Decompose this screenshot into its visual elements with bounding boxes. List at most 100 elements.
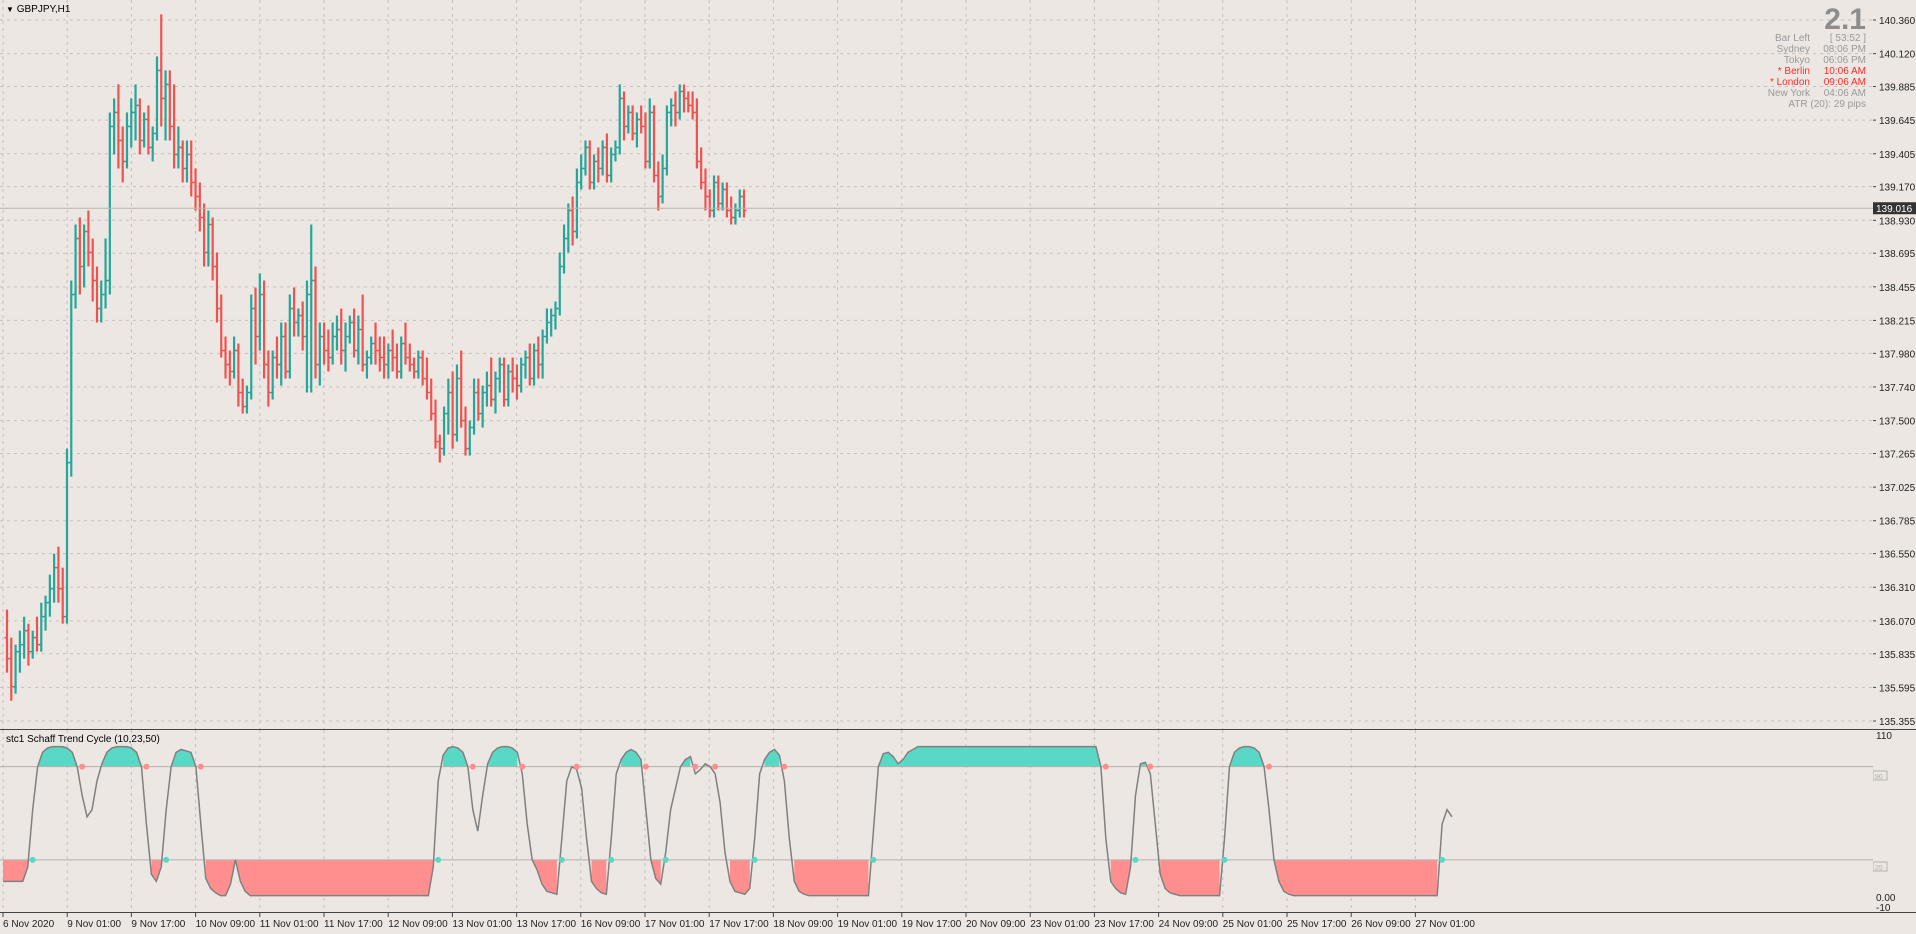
price-tick-label: 140.360 xyxy=(1879,16,1916,27)
atr-label: ATR (20): 29 pips xyxy=(1788,99,1866,110)
ohlc-bar xyxy=(167,70,173,141)
stc-oversold-fill xyxy=(591,859,607,895)
ohlc-bar xyxy=(304,280,310,393)
ohlc-bar xyxy=(68,280,74,477)
info-key: * Berlin xyxy=(1777,66,1810,77)
info-panel: Bar Left [ 53:52 ] Sydney 08:06 PM Tokyo 06:0… xyxy=(1768,33,1866,110)
time-tick-label: 17 Nov 01:00 xyxy=(645,919,705,930)
ohlc-bar xyxy=(527,343,533,386)
ohlc-bar xyxy=(137,98,143,155)
time-tick-label: 27 Nov 01:00 xyxy=(1415,919,1475,930)
ohlc-bar xyxy=(433,399,438,449)
price-tick-label: 135.595 xyxy=(1879,683,1916,694)
ohlc-bar xyxy=(505,364,511,407)
time-tick-label: 24 Nov 09:00 xyxy=(1159,919,1219,930)
ohlc-bar xyxy=(441,406,447,456)
price-tick-label: 139.885 xyxy=(1879,83,1916,94)
info-key: Tokyo xyxy=(1783,55,1810,66)
price-chart[interactable] xyxy=(0,0,1873,729)
ohlc-bar xyxy=(261,280,267,379)
panel-divider[interactable] xyxy=(0,729,1916,730)
ohlc-bar xyxy=(535,336,541,379)
ohlc-bar xyxy=(141,112,147,148)
price-panel[interactable] xyxy=(0,0,1873,729)
ind-tick-110: 110 xyxy=(1876,731,1892,742)
ohlc-bar xyxy=(741,189,747,218)
ind-tick-0: 0.00 xyxy=(1876,893,1896,904)
ohlc-bar xyxy=(411,357,417,379)
ohlc-bar xyxy=(287,294,293,379)
ohlc-bar xyxy=(64,448,70,624)
info-row: * Berlin 10:06 AM xyxy=(1768,66,1866,77)
stc-oversold-fill xyxy=(3,859,28,882)
ohlc-bar xyxy=(38,602,44,652)
ohlc-bar xyxy=(480,385,486,428)
ohlc-bar xyxy=(368,336,374,365)
stc-sell-dot xyxy=(1147,763,1154,770)
ohlc-bar xyxy=(625,105,631,134)
ohlc-bar xyxy=(458,350,464,428)
ohlc-bar xyxy=(471,378,477,435)
ohlc-bar xyxy=(677,84,683,120)
price-tick-label: 139.170 xyxy=(1879,183,1916,194)
stc-oversold-fill xyxy=(650,859,661,885)
info-key: * London xyxy=(1769,77,1810,88)
indicator-panel[interactable] xyxy=(0,730,1873,912)
ohlc-bar xyxy=(197,182,203,232)
ohlc-bar xyxy=(715,175,721,211)
stc-buy-dot xyxy=(608,856,615,863)
time-tick-label: 6 Nov 2020 xyxy=(3,919,55,930)
ohlc-bar xyxy=(655,161,661,211)
time-axis[interactable]: 6 Nov 2020 9 Nov 01:00 9 Nov 17:00 10 Nov 0… xyxy=(0,912,1916,934)
ohlc-bar xyxy=(364,350,370,379)
time-tick-label: 13 Nov 01:00 xyxy=(452,919,512,930)
ohlc-bar xyxy=(115,84,121,169)
ohlc-bar xyxy=(385,343,391,379)
stc-buy-dot xyxy=(163,856,170,863)
info-value: 04:06 AM xyxy=(1823,88,1866,99)
ohlc-bar xyxy=(184,140,190,183)
ohlc-bar xyxy=(415,350,421,379)
stc-buy-dot xyxy=(751,856,758,863)
ohlc-bar xyxy=(317,322,323,386)
stc-overbought-fill xyxy=(621,749,641,767)
info-value: 06:06 PM xyxy=(1823,55,1866,66)
ohlc-bar xyxy=(133,84,139,141)
time-tick-label: 17 Nov 17:00 xyxy=(709,919,769,930)
dropdown-triangle-icon[interactable]: ▼ xyxy=(6,5,14,14)
price-tick-label: 135.835 xyxy=(1879,650,1916,661)
ohlc-bar xyxy=(34,616,40,652)
ohlc-bar xyxy=(283,322,289,379)
ohlc-bar xyxy=(25,623,31,666)
ohlc-bar xyxy=(574,168,580,239)
time-tick-label: 23 Nov 17:00 xyxy=(1094,919,1154,930)
ohlc-bar xyxy=(660,154,666,204)
stc-oversold-fill xyxy=(151,859,162,882)
ohlc-bar xyxy=(475,378,481,421)
ohlc-bar xyxy=(128,98,134,148)
ohlc-bar xyxy=(634,112,640,148)
price-axis[interactable]: 140.360 140.120 139.885 139.645 139.405 139.1… xyxy=(1873,0,1916,729)
level-low-marker xyxy=(1873,861,1888,872)
time-tick-label: 9 Nov 17:00 xyxy=(131,919,185,930)
ohlc-bar xyxy=(711,175,717,218)
current-price-label: 139.016 xyxy=(1876,204,1913,215)
ohlc-bar xyxy=(103,238,109,309)
ohlc-bar xyxy=(668,98,674,127)
ohlc-bar xyxy=(604,133,610,183)
stc-oversold-fill xyxy=(794,859,869,896)
ohlc-bar xyxy=(73,224,79,309)
symbol-label: GBPJPY,H1 xyxy=(16,4,71,15)
info-row: Tokyo 06:06 PM xyxy=(1768,55,1866,66)
level-low-label: 25 xyxy=(1875,865,1883,872)
time-tick-label: 25 Nov 17:00 xyxy=(1287,919,1347,930)
stc-chart[interactable] xyxy=(0,730,1873,912)
price-tick-label: 137.025 xyxy=(1879,483,1916,494)
time-tick-label: 16 Nov 09:00 xyxy=(581,919,641,930)
ohlc-bar xyxy=(373,322,379,365)
ind-tick-minus10: -10 xyxy=(1876,903,1891,912)
ohlc-bar xyxy=(51,553,57,603)
time-tick-label: 11 Nov 17:00 xyxy=(324,919,383,930)
indicator-axis[interactable]: 110 90 25 0.00 -10 xyxy=(1873,730,1916,912)
time-tick-label: 23 Nov 01:00 xyxy=(1030,919,1090,930)
